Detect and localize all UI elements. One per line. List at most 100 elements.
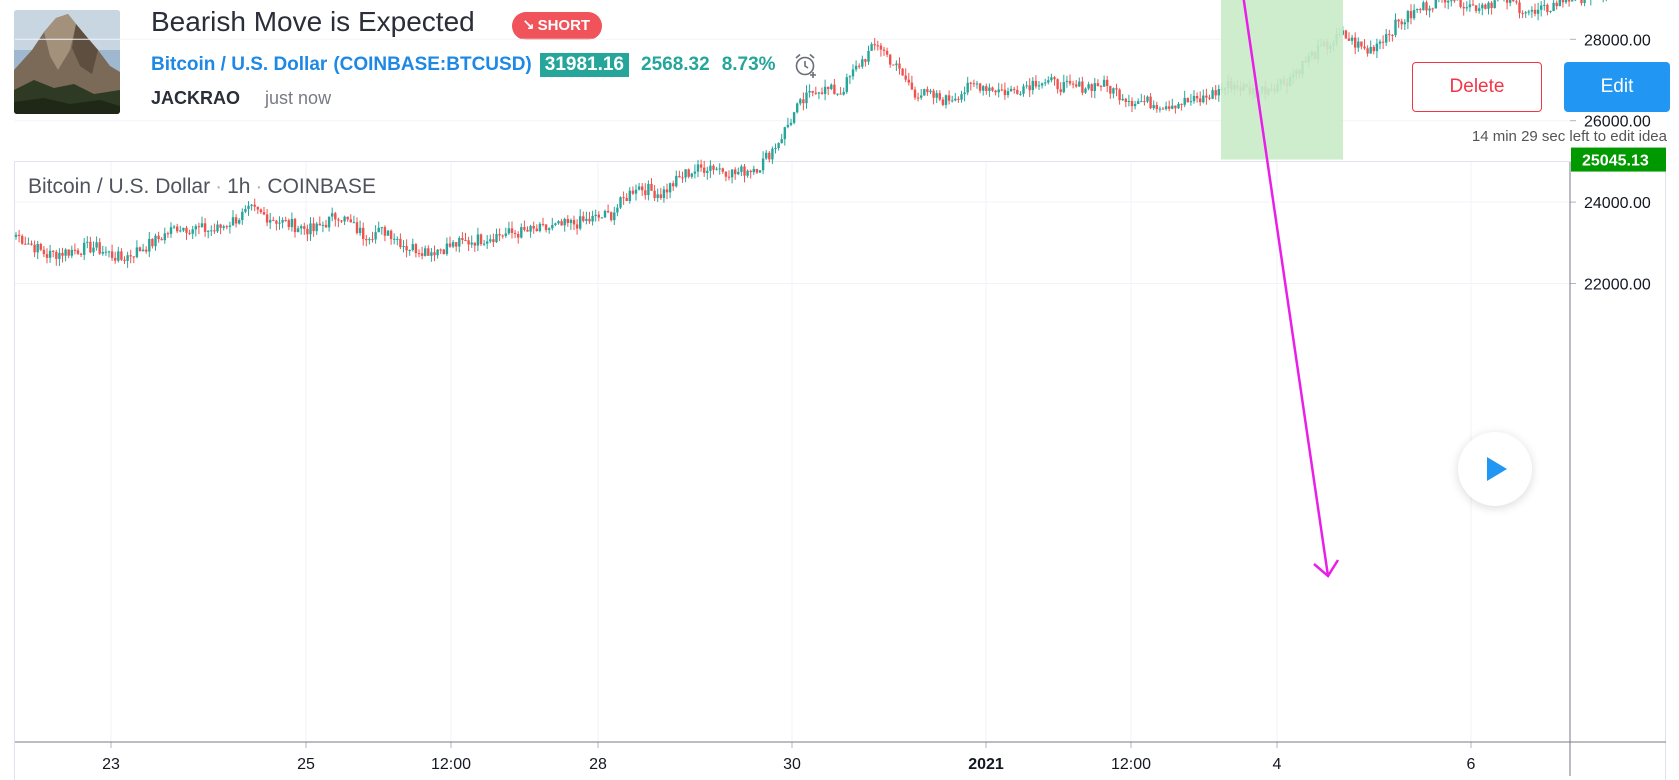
candle-body [712,165,715,170]
candle-body [306,228,309,235]
candle-body [820,92,824,94]
candle-body [901,68,904,76]
candle-body [538,223,542,232]
candle-body [1065,80,1069,83]
candle-body [647,183,650,196]
candle-body [684,169,687,178]
candle-body [1053,77,1056,80]
candle-body [944,95,948,105]
candle-body [1425,2,1428,11]
candle-body [163,233,166,241]
candle-body [913,89,917,98]
candle-body [30,243,33,245]
candle-body [287,220,290,228]
candle-body [148,238,151,252]
candle-body [706,170,709,173]
candle-body [135,247,139,258]
x-tick-label: 12:00 [1111,756,1151,773]
candle-body [591,215,594,222]
candle-body [39,243,42,250]
candle-body [1118,89,1121,101]
candle-body [1152,105,1155,109]
candle-body [628,190,631,202]
candle-body [1164,106,1168,110]
candle-body [1561,0,1565,3]
candle-body [842,91,845,95]
candle-body [1406,11,1410,23]
candle-body [1412,9,1416,19]
candle-body [420,253,424,256]
candle-body [486,241,489,244]
candle-body [1177,103,1180,109]
candle-body [650,183,653,191]
badge-label: SHORT [537,17,591,34]
chart-container[interactable] [14,161,1666,780]
candle-body [495,234,498,243]
candle-body [1505,0,1509,3]
candle-body [172,226,176,228]
candle-body [129,255,132,257]
author-name[interactable]: JACKRAO [151,88,241,108]
candle-body [765,152,768,159]
candle-body [895,63,898,66]
candle-body [265,214,269,223]
candle-body [1171,105,1174,109]
ticker-link[interactable]: COINBASE:BTCUSD [339,54,526,75]
candle-body [455,242,458,247]
candle-body [1127,100,1131,103]
candle-body [349,219,352,223]
candle-body [340,220,343,222]
candle-body [932,90,935,98]
candle-body [1459,0,1462,7]
short-badge: ↘ SHORT [512,12,603,40]
profit-target-zone[interactable] [1221,0,1343,160]
candle-body [1484,4,1487,9]
candle-body [597,214,600,218]
candle-body [975,83,979,85]
play-replay-button[interactable] [1458,432,1532,506]
candle-body [259,209,263,213]
candle-body [796,103,799,113]
candle-body [814,92,817,94]
symbol-name-link[interactable]: Bitcoin / U.S. Dollar [151,54,328,75]
candle-body [42,249,46,255]
candle-body [256,206,259,210]
candle-body [1025,85,1028,87]
candle-body [910,82,914,90]
candle-body [799,99,802,104]
candle-body [517,233,520,238]
candle-body [786,124,790,128]
candle-body [315,223,318,232]
candle-body [681,177,684,179]
publish-time: just now [265,88,332,108]
candle-body [1130,100,1134,107]
candle-body [668,183,672,193]
candle-body [253,204,256,207]
candle-body [1465,7,1468,9]
candle-body [101,251,104,254]
candle-body [1062,82,1065,93]
alarm-clock-add-icon[interactable] [792,51,820,79]
projection-arrow-line[interactable] [1226,0,1330,577]
candle-body [1019,93,1022,95]
candle-body [191,229,194,234]
candle-body [709,165,712,171]
candle-body [960,94,963,100]
candle-body [362,227,365,239]
candle-body [811,90,814,93]
candle-body [513,232,517,234]
candle-body [836,93,839,95]
candle-body [920,95,923,98]
delete-button[interactable]: Delete [1412,62,1542,112]
candle-body [1140,101,1143,103]
candle-body [808,90,811,93]
candle-body [290,218,294,228]
candle-body [1040,83,1044,86]
candle-body [802,99,805,104]
candle-body [703,167,706,173]
candle-body [1481,4,1484,9]
edit-button[interactable]: Edit [1564,62,1670,112]
candle-body [606,210,610,213]
candle-body [408,250,411,252]
